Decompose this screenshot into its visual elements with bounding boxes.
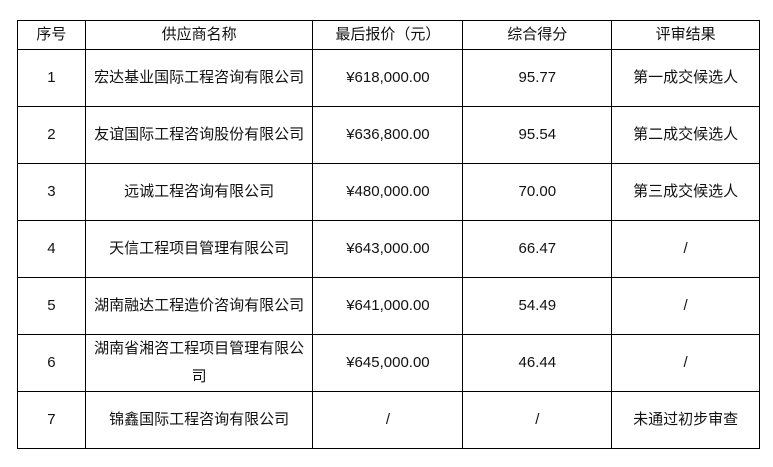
cell-price: ¥643,000.00 (312, 220, 464, 278)
cell-price: ¥641,000.00 (312, 277, 464, 335)
cell-supplier: 天信工程项目管理有限公司 (84, 220, 314, 278)
cell-score: / (462, 391, 613, 449)
table-row: 7 锦鑫国际工程咨询有限公司 / / 未通过初步审查 (17, 391, 760, 449)
cell-result: 第三成交候选人 (611, 163, 760, 221)
header-supplier: 供应商名称 (84, 20, 314, 50)
header-row: 序号 供应商名称 最后报价（元） 综合得分 评审结果 (17, 20, 760, 50)
table-row: 4 天信工程项目管理有限公司 ¥643,000.00 66.47/ (17, 220, 760, 278)
cell-result: / (611, 334, 760, 392)
cell-result: / (611, 277, 760, 335)
cell-supplier: 湖南融达工程造价咨询有限公司 (84, 277, 314, 335)
header-score: 综合得分 (462, 20, 613, 50)
table-row: 6 湖南省湘咨工程项目管理有限公司 ¥645,000.00 46.44/ (17, 334, 760, 392)
cell-score: 54.49 (462, 277, 613, 335)
cell-supplier: 锦鑫国际工程咨询有限公司 (84, 391, 314, 449)
results-table: 序号 供应商名称 最后报价（元） 综合得分 评审结果 1 宏达基业国际工程咨询有限… (17, 20, 760, 449)
cell-no: 2 (17, 106, 86, 164)
cell-no: 7 (17, 391, 86, 449)
table-row: 2 友谊国际工程咨询股份有限公司 ¥636,800.00 95.54 第二成交候选人 (17, 106, 760, 164)
cell-no: 6 (17, 334, 86, 392)
cell-score: 95.54 (462, 106, 613, 164)
cell-no: 1 (17, 49, 86, 107)
cell-result: / (611, 220, 760, 278)
cell-supplier: 友谊国际工程咨询股份有限公司 (84, 106, 314, 164)
cell-price: ¥618,000.00 (312, 49, 464, 107)
cell-price: ¥636,800.00 (312, 106, 464, 164)
cell-score: 46.44 (462, 334, 613, 392)
cell-price: ¥645,000.00 (312, 334, 464, 392)
cell-no: 3 (17, 163, 86, 221)
cell-price: / (312, 391, 464, 449)
header-no: 序号 (17, 20, 86, 50)
cell-price: ¥480,000.00 (312, 163, 464, 221)
table-row: 1 宏达基业国际工程咨询有限公司 ¥618,000.00 95.77 第一成交候选人 (17, 49, 760, 107)
cell-supplier: 远诚工程咨询有限公司 (84, 163, 314, 221)
cell-no: 5 (17, 277, 86, 335)
cell-supplier: 湖南省湘咨工程项目管理有限公司 (84, 334, 314, 392)
header-price: 最后报价（元） (312, 20, 464, 50)
table-row: 3 远诚工程咨询有限公司 ¥480,000.00 70.00 第三成交候选人 (17, 163, 760, 221)
cell-supplier: 宏达基业国际工程咨询有限公司 (84, 49, 314, 107)
cell-result: 第二成交候选人 (611, 106, 760, 164)
cell-score: 70.00 (462, 163, 613, 221)
cell-score: 66.47 (462, 220, 613, 278)
cell-result: 未通过初步审查 (611, 391, 760, 449)
cell-score: 95.77 (462, 49, 613, 107)
table-row: 5 湖南融达工程造价咨询有限公司 ¥641,000.00 54.49/ (17, 277, 760, 335)
cell-no: 4 (17, 220, 86, 278)
cell-result: 第一成交候选人 (611, 49, 760, 107)
header-result: 评审结果 (611, 20, 760, 50)
